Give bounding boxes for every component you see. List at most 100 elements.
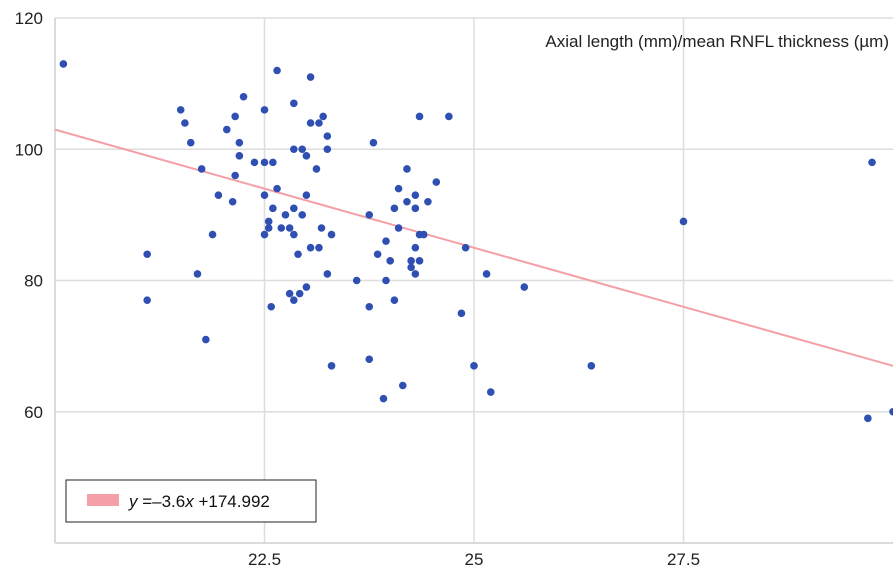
data-point (290, 99, 298, 108)
data-point (352, 276, 361, 285)
data-point (315, 243, 323, 252)
data-point (290, 204, 298, 213)
data-point (323, 132, 332, 140)
data-point (390, 296, 399, 304)
data-point (365, 355, 374, 364)
data-point (315, 119, 323, 127)
data-point (264, 217, 273, 226)
data-point (398, 381, 407, 390)
data-point (457, 309, 466, 318)
data-point (273, 184, 281, 193)
data-point (369, 138, 378, 147)
chart-title: Axial length (mm)/mean RNFL thickness (µ… (545, 32, 889, 51)
data-point (264, 224, 273, 232)
data-point (290, 145, 298, 154)
data-point (231, 171, 239, 180)
data-point (294, 250, 302, 259)
data-point (379, 394, 388, 403)
y-tick-label: 60 (24, 403, 43, 422)
data-point (285, 224, 294, 232)
legend-swatch (87, 494, 119, 506)
data-point (382, 276, 390, 285)
y-tick-label: 80 (24, 272, 43, 291)
data-point (222, 125, 231, 134)
y-tick-label: 100 (15, 140, 43, 159)
data-point (273, 66, 281, 75)
data-point (306, 73, 315, 81)
data-point (868, 158, 876, 167)
data-point (306, 119, 315, 127)
data-point (679, 217, 688, 226)
data-point (306, 243, 315, 252)
legend-label-intercept: +174.992 (194, 492, 270, 511)
data-point (889, 407, 893, 416)
data-point (373, 250, 382, 259)
data-point (520, 283, 529, 291)
data-point (143, 250, 151, 259)
legend-label-y: y (128, 492, 139, 511)
data-point (365, 211, 374, 219)
data-point (231, 112, 239, 121)
data-point (228, 197, 237, 206)
data-point (317, 224, 326, 232)
data-point (285, 289, 294, 298)
data-point (424, 197, 432, 206)
y-tick-labels: 60 80 100 120 (15, 9, 43, 422)
data-point (327, 230, 336, 239)
data-point (260, 191, 269, 199)
data-point (260, 230, 269, 239)
data-point (411, 191, 420, 199)
data-point (587, 362, 596, 370)
data-point (143, 296, 151, 304)
data-point (394, 184, 403, 193)
data-point (390, 204, 399, 213)
legend-label: y =–3.6x +174.992 (128, 492, 270, 511)
data-point (186, 138, 195, 147)
data-point (403, 165, 411, 173)
data-point (59, 60, 68, 68)
data-point (411, 243, 420, 252)
x-tick-label: 25 (465, 550, 484, 569)
data-point (323, 270, 332, 278)
data-point (193, 270, 202, 278)
data-points (59, 60, 893, 423)
data-point (407, 257, 415, 265)
data-point (290, 296, 298, 304)
data-point (415, 257, 424, 265)
data-point (250, 158, 259, 167)
x-tick-label: 22.5 (248, 550, 281, 569)
legend-label-slope: =–3.6 (138, 492, 186, 511)
data-point (302, 191, 311, 199)
data-point (382, 237, 390, 245)
data-point (312, 165, 321, 173)
data-point (365, 302, 374, 311)
x-tick-label: 27.5 (667, 550, 700, 569)
data-point (298, 211, 307, 219)
data-point (235, 152, 244, 160)
legend-label-x: x (184, 492, 194, 511)
data-point (197, 165, 206, 173)
data-point (445, 112, 453, 121)
data-point (302, 152, 311, 160)
data-point (302, 283, 311, 291)
data-point (486, 388, 495, 396)
data-point (277, 224, 286, 232)
grid-lines (55, 17, 893, 543)
data-point (327, 362, 336, 370)
data-point (323, 145, 332, 154)
data-point (461, 243, 470, 252)
data-point (864, 414, 872, 423)
data-point (260, 106, 269, 114)
data-point (269, 158, 277, 167)
data-point (432, 178, 441, 186)
data-point (298, 145, 307, 154)
data-point (295, 289, 304, 298)
data-point (386, 257, 395, 265)
data-point (411, 204, 420, 213)
data-point (482, 270, 491, 278)
data-point (290, 230, 298, 239)
data-point (415, 112, 424, 121)
data-point (267, 302, 276, 311)
regression-line (54, 128, 893, 367)
